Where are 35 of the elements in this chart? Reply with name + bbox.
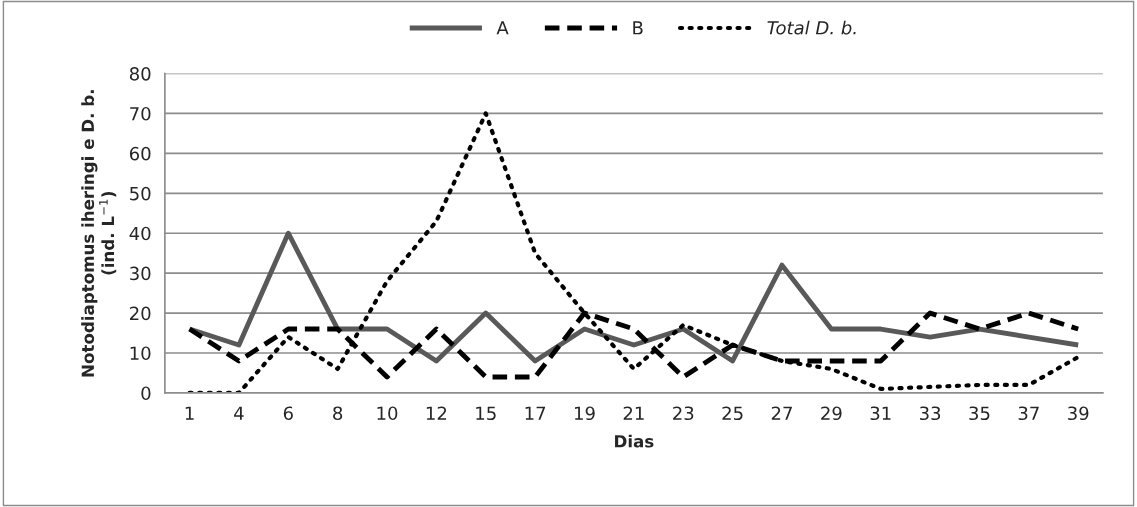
y-tick-label: 80 — [129, 66, 151, 81]
x-tick-label: 39 — [1068, 406, 1089, 421]
x-tick-label: 8 — [333, 406, 343, 421]
y-tick-label: 30 — [130, 266, 151, 281]
y-tick-label: 50 — [130, 186, 151, 201]
y-tick-label: 10 — [130, 346, 151, 361]
x-tick-label: 33 — [919, 406, 941, 421]
x-tick-label: 37 — [1018, 406, 1039, 421]
y-axis-title: Notodiaptomus iheringi e D. b. (ind. L$^{−1}$) — [81, 90, 117, 377]
x-tick-label: 10 — [377, 406, 398, 421]
x-tick-label: 23 — [673, 406, 694, 421]
y-tick-label: 60 — [129, 146, 151, 161]
x-tick-label: 12 — [426, 406, 447, 420]
line-series — [187, 111, 1081, 393]
x-tick-label: 17 — [525, 406, 546, 420]
y-tick-label: 70 — [130, 106, 151, 121]
x-tick-label: 4 — [234, 406, 244, 420]
x-tick-label: 19 — [575, 406, 595, 421]
legend-label: B — [633, 21, 643, 35]
x-axis-title: Dias — [615, 434, 654, 448]
y-tick-label: 0 — [141, 386, 151, 401]
x-tick-label: 35 — [969, 406, 990, 421]
y-tick-label: 40 — [129, 226, 151, 241]
x-tick-label: 21 — [623, 406, 644, 420]
x-tick-label: 6 — [283, 406, 293, 421]
x-tick-label: 25 — [722, 406, 743, 421]
legend-label: Total D. b. — [767, 20, 856, 35]
legend-label: A — [496, 21, 509, 35]
x-tick-label: 1 — [185, 406, 194, 420]
x-tick-label: 15 — [476, 406, 496, 421]
line-series — [187, 230, 1081, 364]
x-tick-label: 31 — [870, 406, 891, 421]
y-tick-label: 20 — [130, 306, 151, 321]
x-tick-label: 29 — [821, 406, 842, 421]
x-tick-label: 27 — [771, 406, 792, 420]
